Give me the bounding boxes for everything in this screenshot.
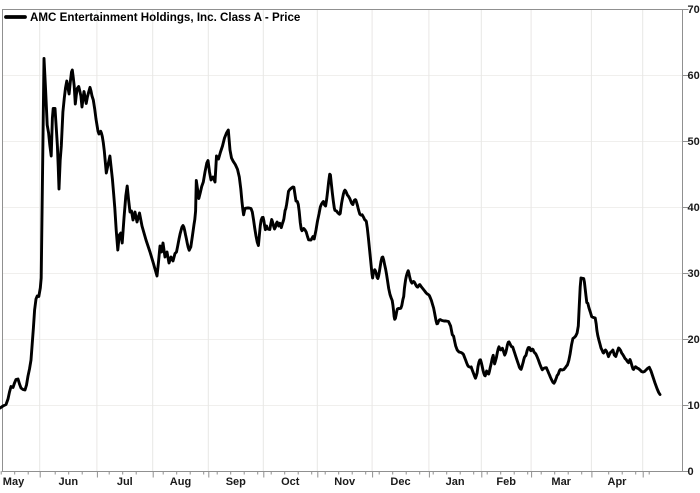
svg-text:60: 60 [688, 70, 700, 82]
svg-text:Oct: Oct [281, 476, 300, 488]
svg-text:70: 70 [688, 4, 700, 16]
svg-text:0: 0 [688, 466, 694, 478]
svg-text:AMC Entertainment Holdings, In: AMC Entertainment Holdings, Inc. Class A… [30, 11, 301, 24]
svg-text:50: 50 [688, 136, 700, 148]
svg-text:Jul: Jul [117, 476, 133, 488]
svg-text:Jun: Jun [59, 476, 79, 488]
svg-text:Apr: Apr [608, 476, 628, 488]
svg-text:Mar: Mar [551, 476, 571, 488]
svg-text:30: 30 [688, 268, 700, 280]
svg-text:Sep: Sep [226, 476, 246, 488]
svg-text:Nov: Nov [334, 476, 356, 488]
svg-text:Aug: Aug [170, 476, 191, 488]
svg-text:40: 40 [688, 202, 700, 214]
svg-text:Dec: Dec [390, 476, 410, 488]
svg-text:20: 20 [688, 334, 700, 346]
svg-text:May: May [3, 476, 25, 488]
svg-text:Feb: Feb [496, 476, 516, 488]
svg-text:Jan: Jan [446, 476, 465, 488]
svg-text:10: 10 [688, 400, 700, 412]
